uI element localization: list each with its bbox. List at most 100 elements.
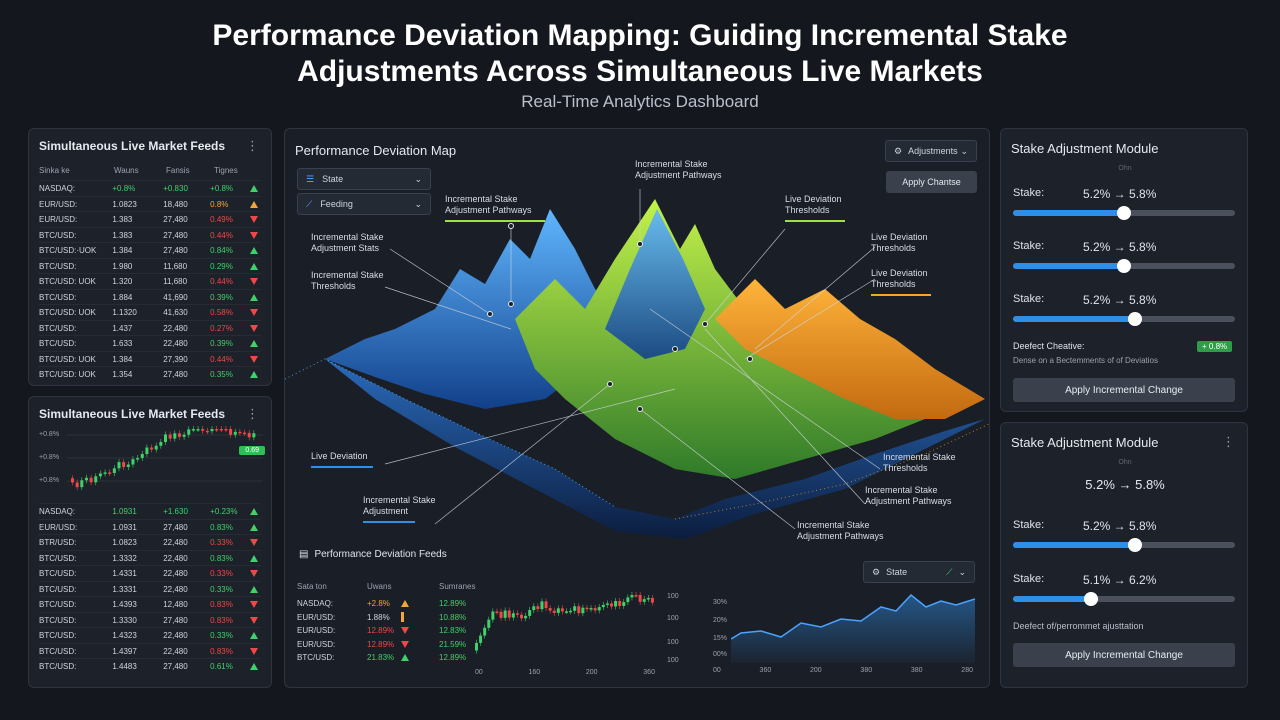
stake-slider[interactable] [1013, 259, 1235, 273]
table-row[interactable]: NASDAQ: 1.0931 +1.630 +0.23% [39, 503, 261, 519]
table-row[interactable]: BTC/USD: 1.980 11,680 0.29% [39, 257, 261, 274]
market-volume: 22,480 [163, 339, 188, 348]
market-summary: 21.59% [439, 639, 467, 649]
table-row[interactable]: BTC/USD: 21.83% 12.89% [297, 651, 467, 665]
market-value: 1.4331 [112, 569, 137, 578]
candle-body [224, 429, 228, 431]
table-row[interactable]: BTC/USD: 1.633 22,480 0.39% [39, 335, 261, 351]
slider-knob[interactable] [1083, 592, 1098, 606]
candle-body [630, 595, 634, 598]
candle-body [80, 480, 84, 488]
apply-change-button[interactable]: Apply Chantse [886, 171, 977, 193]
stake-slider[interactable] [1013, 312, 1235, 326]
candle-body [177, 433, 181, 437]
market-value: 1.1320 [112, 308, 137, 317]
table-row[interactable]: BTC/USD: 1.437 22,480 0.27% [39, 319, 261, 336]
market-name: BTC/USD: UOK [39, 308, 96, 317]
market-volume: 41,690 [163, 292, 188, 302]
annotation-text: Incremental Stake Adjustment Pathways [635, 159, 722, 180]
market-value: 1.0931 [112, 507, 137, 516]
table-row[interactable]: BTC/USD: UOK 1.384 27,390 0.44% [39, 350, 261, 367]
adjustments-dropdown[interactable]: ⚙ Adjustments ⌄ [885, 140, 977, 162]
more-options-icon[interactable]: ⋮ [246, 138, 259, 153]
market-value: 1.384 [112, 354, 133, 364]
table-row[interactable]: BTC/USD: UOK 1.1320 41,630 0.58% [39, 304, 261, 320]
table-row[interactable]: EUR/USD: 1.0931 27,480 0.83% [39, 518, 261, 535]
stake-slider[interactable] [1013, 538, 1235, 552]
candle-body [98, 473, 102, 477]
table-row[interactable]: BTC/USD: 1.4331 22,480 0.33% [39, 565, 261, 581]
market-value: 1.3332 [112, 553, 137, 563]
annotation-live-threshold-3: Live Deviation Thresholds [871, 268, 931, 296]
market-feeds-title: Simultaneous Live Market Feeds [39, 407, 226, 421]
market-volume: 22,480 [163, 553, 188, 563]
candle-body [475, 642, 478, 651]
candlestick-svg [67, 426, 263, 491]
apply-incremental-change-button[interactable]: Apply Incremental Change [1013, 643, 1235, 667]
state-dropdown[interactable]: ☰ State ⌄ [297, 168, 431, 190]
column-header: Fansis [166, 166, 190, 175]
table-row[interactable]: BTC/USD: 1.4483 27,480 0.61% [39, 658, 261, 674]
table-row[interactable]: BTR/USD: 1.0823 22,480 0.33% [39, 534, 261, 550]
annotation-bar [785, 220, 845, 222]
market-name: BTC/USD: [297, 653, 335, 662]
slider-knob[interactable] [1128, 538, 1143, 552]
table-row[interactable]: EUR/USD: 12.89% 21.59% [297, 638, 467, 652]
market-name: BTC/USD: [39, 323, 77, 333]
table-row[interactable]: EUR/USD: 1.0823 18,480 0.8% [39, 195, 261, 212]
title-line-1: Performance Deviation Mapping: Guiding I… [212, 19, 1068, 52]
slider-knob[interactable] [1128, 312, 1143, 326]
table-row[interactable]: BTC/USD: 1.3331 22,480 0.33% [39, 580, 261, 597]
table-row[interactable]: EUR/USD: 1.88% 10.88% [297, 611, 467, 625]
market-value: 1.437 [112, 323, 133, 333]
trend-up-icon [250, 585, 259, 593]
apply-incremental-change-button[interactable]: Apply Incremental Change [1013, 378, 1235, 402]
table-row[interactable]: BTC/USD: 1.884 41,690 0.39% [39, 288, 261, 305]
feeding-dropdown[interactable]: ⟋ Feeding ⌄ [297, 193, 431, 215]
stake-value: 5.2% → 5.8% [1083, 519, 1157, 533]
table-row[interactable]: BTC/USD: 1.4393 12,480 0.83% [39, 596, 261, 612]
table-row[interactable]: BTC/USD: UOK 1.354 27,480 0.35% [39, 366, 261, 382]
market-change: 0.39% [210, 339, 233, 348]
x-tick-label: 00 [713, 667, 721, 674]
table-row[interactable]: EUR/USD: 1.383 27,480 0.49% [39, 211, 261, 227]
table-row[interactable]: BTC/USD: UOK 1.320 11,680 0.44% [39, 273, 261, 289]
stake-slider[interactable] [1013, 206, 1235, 220]
market-change: 0.44% [210, 354, 233, 364]
trend-up-icon [250, 340, 259, 348]
market-change: 0.58% [210, 308, 233, 317]
table-row[interactable]: BTC/USD: 1.4323 22,480 0.33% [39, 627, 261, 643]
table-row[interactable]: BTC/USD: 1.4397 22,480 0.83% [39, 642, 261, 659]
table-row[interactable]: BTC/USD: 1.3332 22,480 0.83% [39, 549, 261, 566]
slider-knob[interactable] [1117, 259, 1131, 273]
market-change: 0.33% [210, 538, 233, 547]
more-options-icon[interactable]: ⋮ [246, 406, 259, 421]
candle-body [565, 611, 568, 613]
stake-slider[interactable] [1013, 592, 1235, 606]
candle-body [168, 434, 172, 439]
market-change: 0.8% [210, 199, 229, 209]
slider-knob[interactable] [1117, 206, 1131, 220]
candle-body [112, 468, 116, 474]
table-row[interactable]: NASDAQ: +0.8% +0.830 +0.8% [39, 180, 261, 196]
deflect-badge: + 0.8% [1197, 341, 1233, 352]
annotation-bar [871, 294, 931, 296]
trend-up-icon [401, 654, 409, 662]
state-dropdown-bottom[interactable]: ⚙ State ⟋ ⌄ [863, 561, 975, 583]
table-row[interactable]: BTC/USD:·UOK 1.384 27,480 0.84% [39, 242, 261, 258]
market-volume: 22,480 [163, 569, 188, 578]
trend-up-icon [250, 293, 259, 301]
market-change: 0.35% [210, 370, 233, 379]
y-tick-label: 100 [667, 657, 679, 664]
table-row[interactable]: NASDAQ: +2.8% 12.89% [297, 597, 467, 611]
annotation-pathways-right-2: Incremental Stake Adjustment Pathways [797, 520, 884, 542]
market-summary: 12.89% [439, 599, 467, 608]
annotation-markers [487, 223, 753, 412]
candle-body [483, 627, 487, 636]
table-row[interactable]: BTC/USD: 1.3330 27,480 0.83% [39, 611, 261, 628]
annotation-text: Live Deviation Thresholds [785, 194, 842, 215]
market-change: 0.83% [210, 615, 233, 625]
table-row[interactable]: BTC/USD: 1.383 27,480 0.44% [39, 226, 261, 243]
table-row[interactable]: EUR/USD: 12.89% 12.83% [297, 624, 467, 638]
more-options-icon[interactable]: ⋮ [1222, 434, 1235, 449]
